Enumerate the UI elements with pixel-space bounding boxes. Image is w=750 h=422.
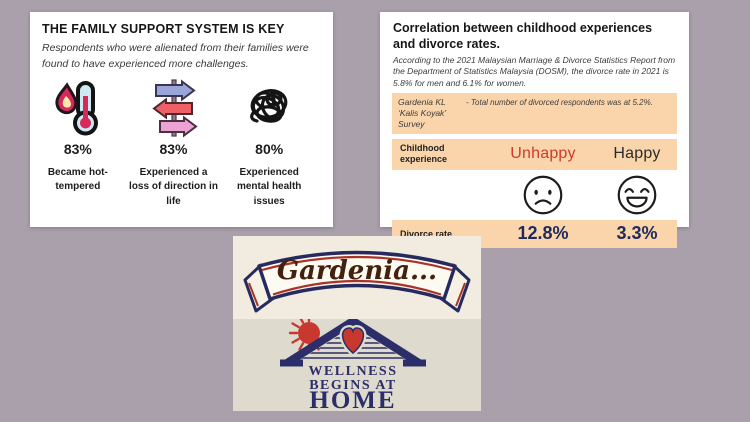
signpost-arrows-icon [126,77,222,139]
heart-icon [341,327,365,354]
stat-value: 80% [255,140,284,157]
survey-finding: - Total number of divorced respondents w… [466,97,653,107]
column-happy: Happy [613,145,661,163]
stat-mental-health: 80% Experienced mental health issues [221,77,317,210]
survey-highlight-row: Gardenia KL ‘Kalis Koyak’ Survey - Total… [392,92,677,135]
stat-label: Experienced mental health issues [236,166,302,207]
tangled-scribble-icon [221,77,317,139]
survey-source-line1: Gardenia KL [398,96,446,107]
survey-source: Gardenia KL ‘Kalis Koyak’ Survey [398,97,466,130]
left-card-title: THE FAMILY SUPPORT SYSTEM IS KEY [42,22,285,36]
family-support-card: THE FAMILY SUPPORT SYSTEM IS KEY Respond… [30,12,333,227]
roof-icon [284,316,422,367]
gardenia-banner-logo: Gardenia... [233,236,481,319]
stat-hot-tempered: 83% Became hot-tempered [30,77,126,210]
gardenia-ribbon-icon: Gardenia... [243,250,471,313]
stat-label: Became hot-tempered [47,166,108,193]
divorce-rate-happy: 3.3% [616,223,658,244]
laughing-face-icon [603,174,671,216]
right-card-description: According to the 2021 Malaysian Marriage… [393,55,676,88]
stat-label: Experienced a loss of direction in life [129,166,218,207]
childhood-experience-label: Childhood experience [400,143,448,165]
table-header-row: Childhood experience Unhappy Happy [392,139,677,170]
sad-face-icon [483,174,603,216]
gardenia-banner-text: Gardenia... [277,256,437,286]
left-card-subtitle: Respondents who were alienated from thei… [42,42,309,70]
stat-value: 83% [159,140,188,157]
wellness-begins-at-home-logo: WELLNESS BEGINS AT HOME [233,312,481,414]
footer-logo-image: Gardenia... [233,236,481,414]
wellness-line1: WELLNESS [308,364,397,379]
column-unhappy: Unhappy [510,145,576,163]
survey-source-line2: ‘Kalis Koyak’ Survey [398,107,446,129]
stat-loss-of-direction: 83% Experienced a loss of direction in l… [126,77,222,210]
right-card-title: Correlation between childhood experience… [393,21,653,51]
wellness-line2: BEGINS AT [309,378,397,393]
divorce-rate-unhappy: 12.8% [517,223,569,244]
stat-value: 83% [63,140,92,157]
divorce-rate-label: Divorce rate [400,228,453,239]
wellness-house-icon: WELLNESS BEGINS AT HOME [280,312,426,414]
table-faces-row [392,170,677,220]
divorce-correlation-card: Correlation between childhood experience… [380,12,689,248]
thermometer-flame-icon [30,77,126,139]
wellness-line3: HOME [309,387,396,411]
stats-row: 83% Became hot-tempered 83% Experienced … [30,77,333,210]
